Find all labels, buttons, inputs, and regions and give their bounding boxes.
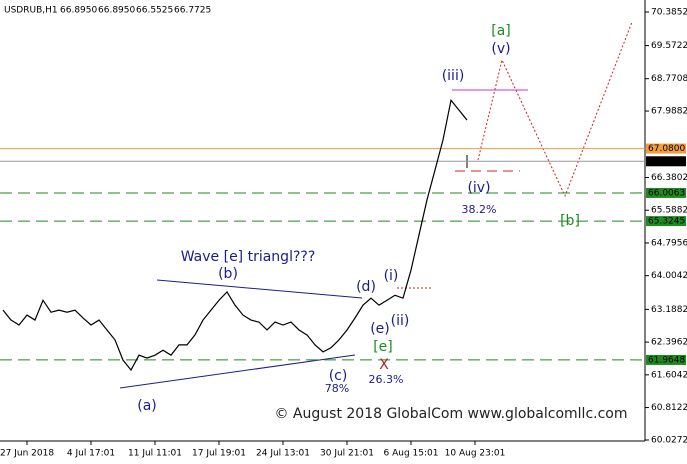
x-tick-label: 30 Jul 21:01 (320, 449, 374, 459)
y-tick-label: 60.0272 (651, 436, 687, 446)
level-label: 65.3245 (648, 217, 685, 227)
y-tick-label: 64.7956 (651, 238, 687, 248)
annotation: X (379, 357, 389, 373)
x-tick-label: 10 Aug 23:01 (445, 449, 506, 459)
x-tick-label: 4 Jul 17:01 (67, 449, 115, 459)
x-tick-label: 6 Aug 15:01 (384, 449, 439, 459)
level-tag (646, 354, 686, 365)
annotation: (b) (218, 266, 238, 282)
x-tick-label: 24 Jul 13:01 (256, 449, 310, 459)
y-tick-label: 64.0042 (651, 271, 687, 281)
y-tick-label: 60.8122 (651, 403, 687, 413)
projection (477, 21, 633, 198)
ohlc: 66.5525 (136, 6, 173, 16)
annotation: Wave [e] triangl??? (181, 249, 316, 265)
level-tag (646, 187, 686, 198)
ohlc: 66.8950 (60, 6, 97, 16)
annotation: [e] (373, 339, 393, 355)
ohlc: 66.8950 (98, 6, 135, 16)
ohlc: 66.7725 (174, 6, 211, 16)
annotation: (ii) (391, 313, 410, 329)
annotation: 26.3% (369, 373, 404, 386)
y-tick-label: 67.9882 (651, 107, 687, 117)
x-tick-label: 11 Jul 11:01 (128, 449, 182, 459)
level-label: 61.9648 (648, 355, 685, 365)
y-tick-label: 61.6042 (651, 370, 687, 380)
annotation: (d) (356, 279, 376, 295)
level-tag (646, 156, 686, 167)
level-label: 67.0800 (648, 144, 685, 154)
x-tick-label: 27 Jun 2018 (0, 449, 54, 459)
annotation: (i) (384, 268, 399, 284)
y-tick-label: 66.3802 (651, 173, 687, 183)
level-label: 66.0063 (648, 188, 685, 198)
annotation: 78% (325, 382, 349, 395)
level-tag (646, 216, 686, 227)
y-tick-label: 69.5722 (651, 41, 687, 51)
annotation: [a] (491, 23, 511, 39)
level-tag (646, 143, 686, 154)
x-tick-label: 17 Jul 19:01 (192, 449, 246, 459)
annotation: [b] (560, 213, 580, 229)
triangle-lower (119, 354, 356, 389)
annotation: (iii) (442, 68, 465, 84)
y-tick-label: 68.7708 (651, 74, 687, 84)
annotation: 38.2% (462, 203, 497, 216)
triangle-upper (156, 279, 363, 299)
annotation: (iv) (467, 180, 490, 196)
annotation: © August 2018 GlobalCom www.globalcomllc… (274, 406, 627, 422)
level-label: 66.7725 (648, 157, 685, 167)
y-tick-label: 63.1882 (651, 305, 687, 315)
annotation: (a) (137, 398, 157, 414)
price-line (2, 98, 468, 372)
drawings (119, 21, 633, 389)
annotation: (e) (370, 321, 390, 337)
annotation: (v) (491, 41, 510, 57)
y-tick-label: 65.5882 (651, 206, 687, 216)
symbol-title: USDRUB,H1 (4, 6, 58, 16)
annotation: (c) (329, 368, 348, 384)
y-tick-label: 62.3962 (651, 338, 687, 348)
y-tick-label: 70.3852 (651, 8, 687, 18)
